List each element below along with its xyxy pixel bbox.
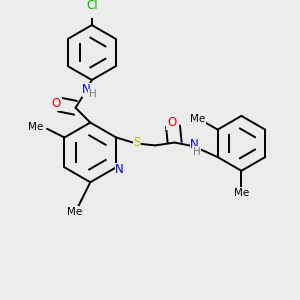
Text: N: N bbox=[190, 138, 199, 151]
Text: H: H bbox=[88, 89, 96, 99]
Text: O: O bbox=[52, 98, 61, 110]
Text: Me: Me bbox=[190, 114, 206, 124]
Text: S: S bbox=[134, 136, 141, 149]
Text: H: H bbox=[193, 147, 200, 157]
Text: Me: Me bbox=[67, 207, 83, 217]
Text: N: N bbox=[116, 163, 124, 176]
Text: O: O bbox=[167, 116, 176, 129]
Text: Cl: Cl bbox=[86, 0, 98, 12]
Text: Me: Me bbox=[28, 122, 44, 132]
Text: N: N bbox=[82, 83, 91, 96]
Text: Me: Me bbox=[234, 188, 249, 198]
